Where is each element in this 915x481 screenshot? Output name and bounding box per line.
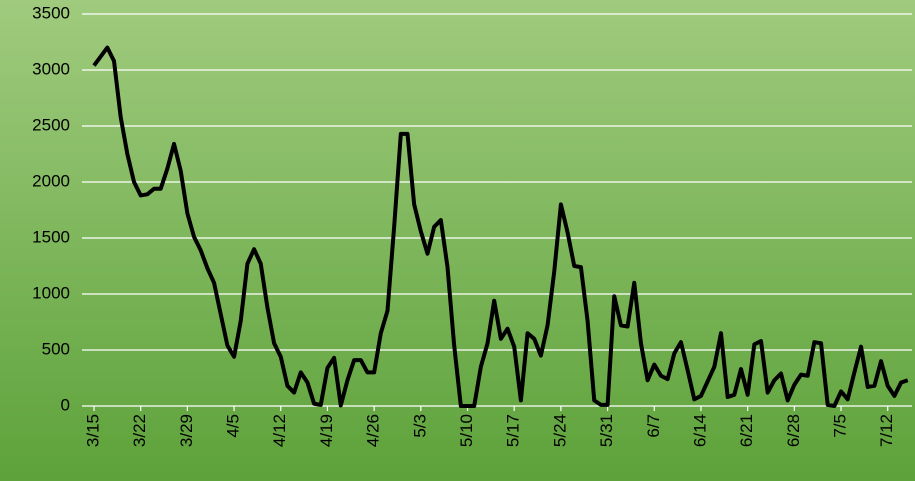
x-tick-label: 7/5 <box>831 414 850 438</box>
x-tick-label: 4/12 <box>270 414 289 447</box>
x-tick-label: 6/14 <box>690 414 709 447</box>
x-tick-label: 6/7 <box>644 414 663 438</box>
x-tick-label: 6/21 <box>737 414 756 447</box>
y-tick-label: 3500 <box>32 3 70 22</box>
x-tick-label: 5/3 <box>410 414 429 438</box>
x-tick-label: 5/10 <box>457 414 476 447</box>
x-tick-label: 3/29 <box>177 414 196 447</box>
y-tick-label: 0 <box>61 395 70 414</box>
x-tick-label: 7/12 <box>877 414 896 447</box>
y-tick-label: 3000 <box>32 59 70 78</box>
x-tick-label: 6/28 <box>784 414 803 447</box>
x-tick-label: 3/22 <box>130 414 149 447</box>
x-tick-label: 4/26 <box>364 414 383 447</box>
y-tick-label: 500 <box>42 339 70 358</box>
x-tick-label: 3/15 <box>83 414 102 447</box>
y-tick-label: 2500 <box>32 115 70 134</box>
x-tick-label: 5/24 <box>550 414 569 447</box>
x-tick-label: 5/31 <box>597 414 616 447</box>
x-tick-label: 5/17 <box>504 414 523 447</box>
line <box>92 45 909 408</box>
y-tick-label: 2000 <box>32 171 70 190</box>
y-tick-label: 1500 <box>32 227 70 246</box>
x-tick-label: 4/5 <box>224 414 243 438</box>
x-tick-label: 4/19 <box>317 414 336 447</box>
y-tick-label: 1000 <box>32 283 70 302</box>
